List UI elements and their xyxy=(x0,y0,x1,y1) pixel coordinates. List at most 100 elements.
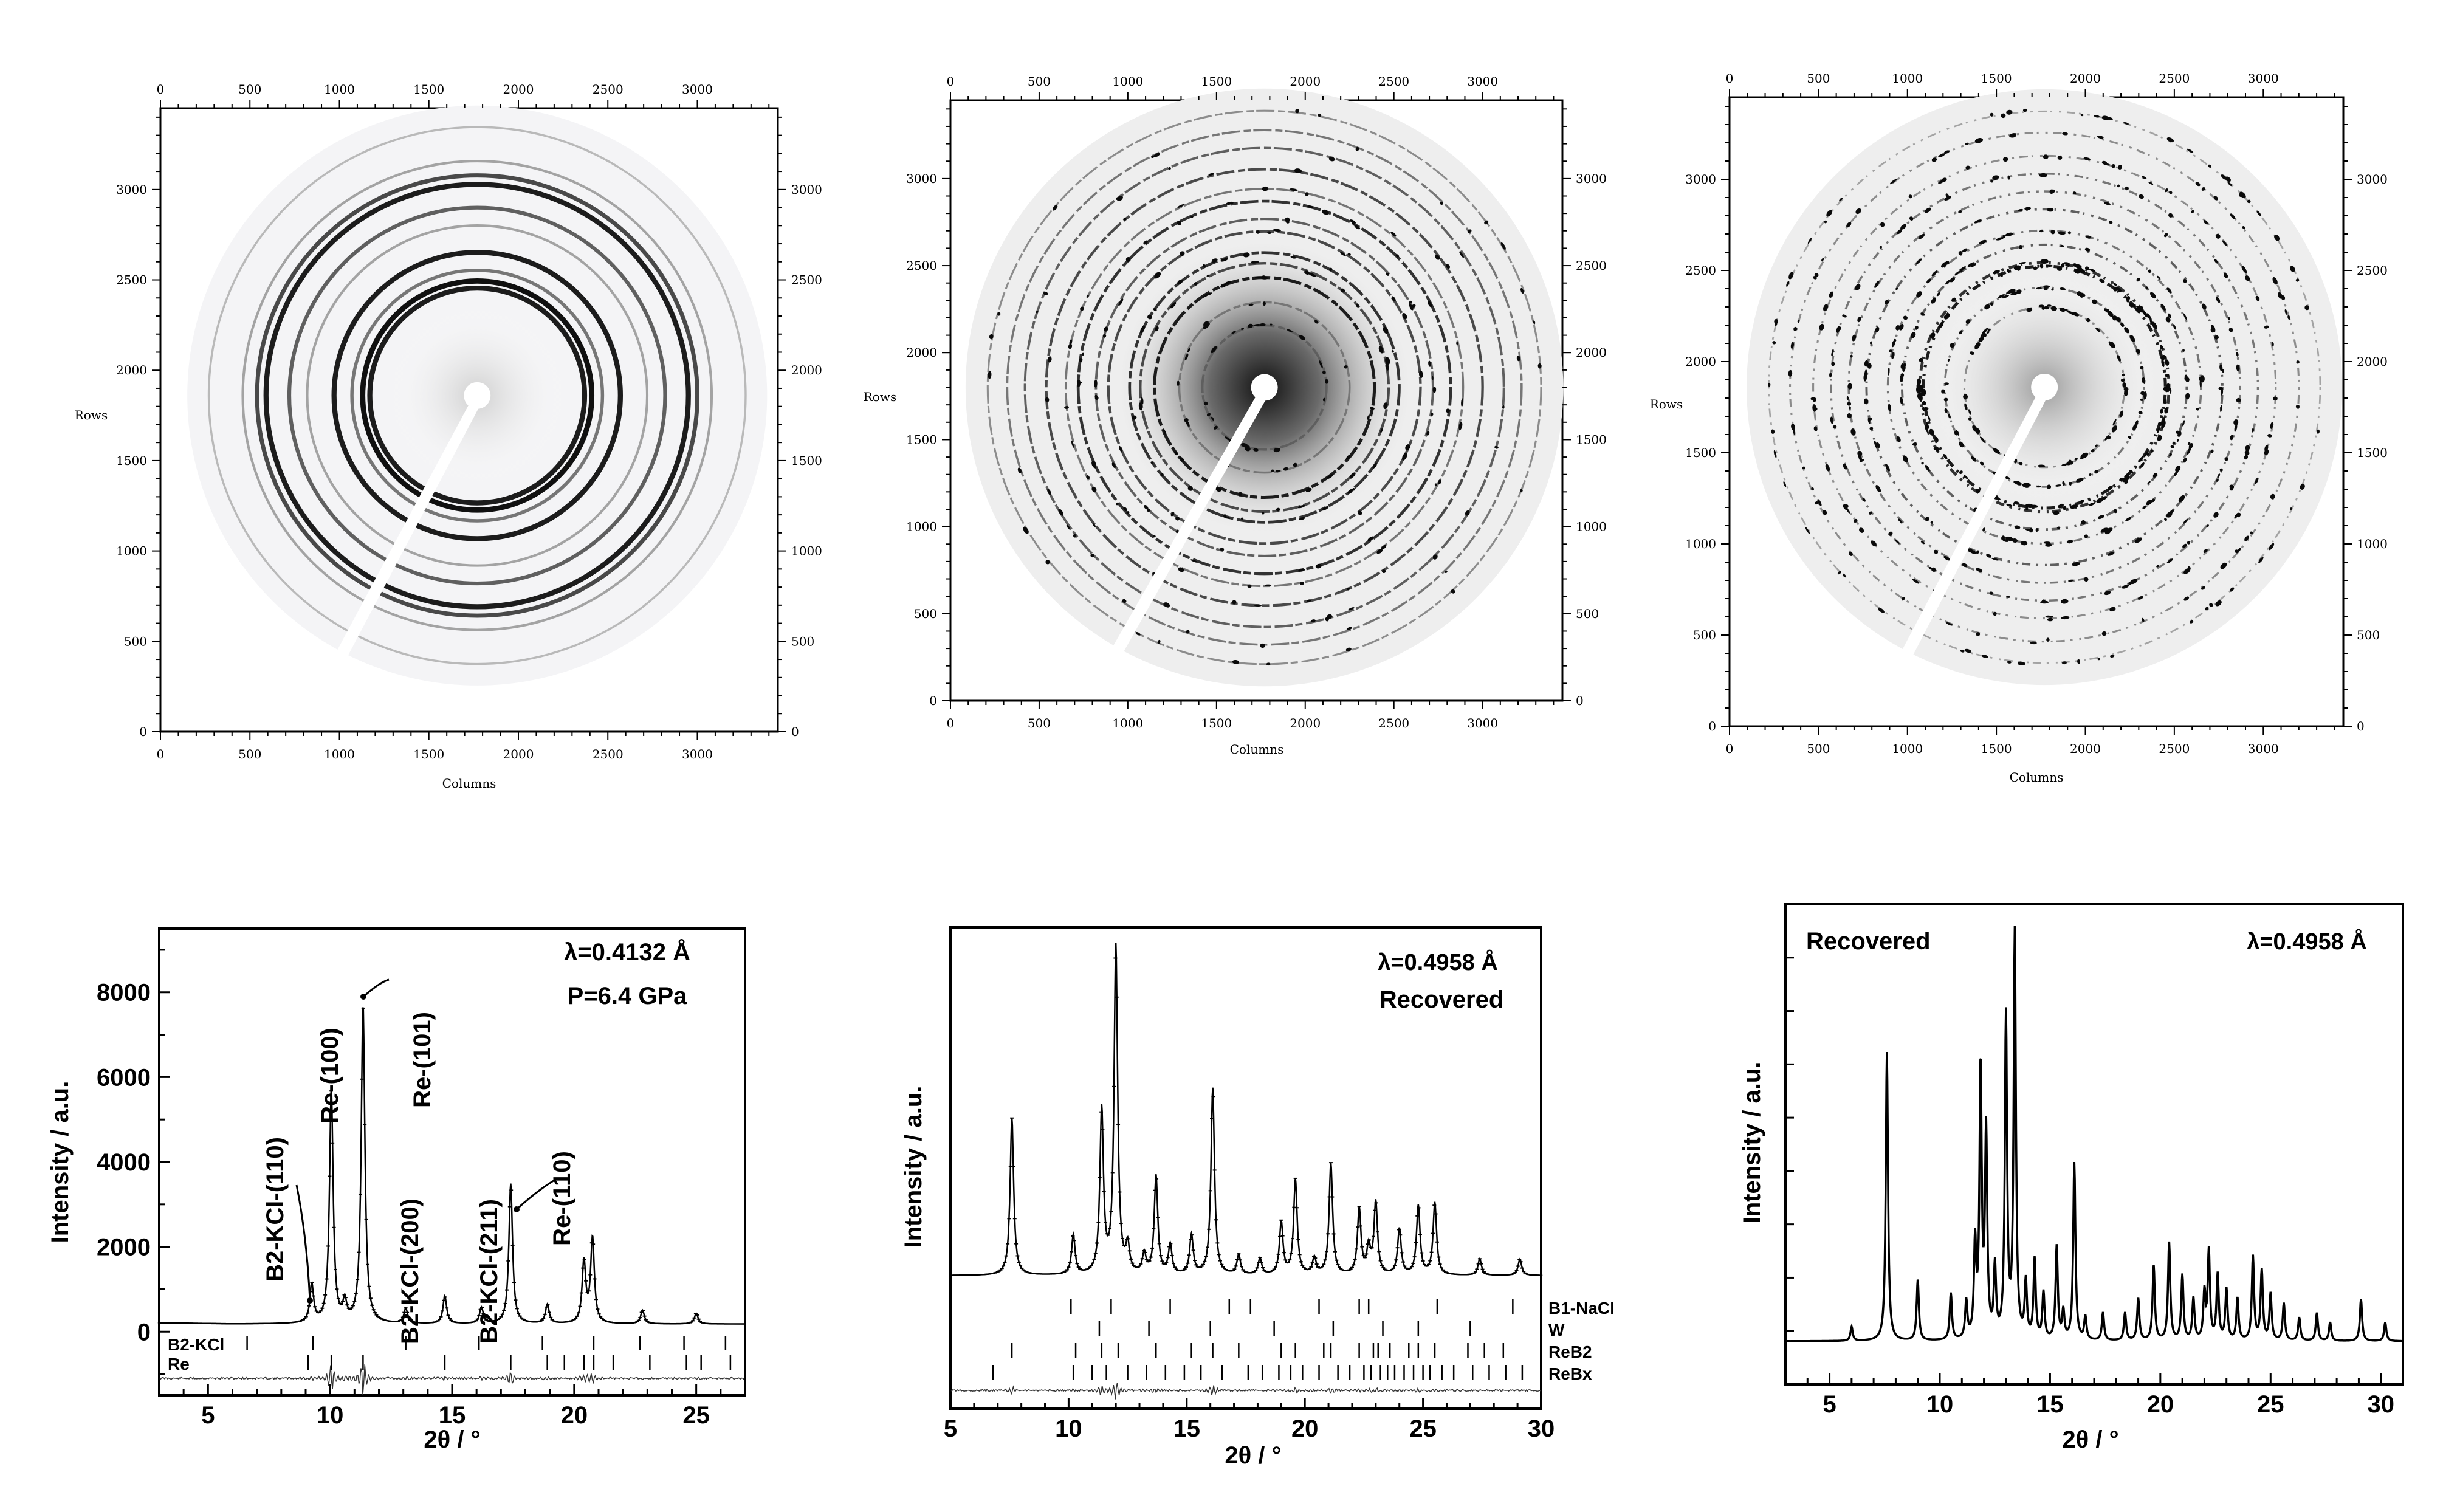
diffraction-spot xyxy=(1391,350,1394,353)
diffraction-spot xyxy=(2278,292,2283,299)
diffraction-spot xyxy=(1869,341,1872,345)
diffraction-spot xyxy=(2165,359,2170,366)
diffraction-spot xyxy=(1925,465,1930,472)
y-tick-label: 1000 xyxy=(1685,537,1716,551)
diffraction-spot xyxy=(2157,427,2160,433)
diffraction-spot xyxy=(2176,439,2179,442)
diffraction-spot xyxy=(2199,376,2204,382)
diffraction-spot xyxy=(1220,548,1225,551)
x-axis-ticks: 5 10 15 20 25 30 xyxy=(944,1398,1555,1442)
diffraction-spot xyxy=(1307,205,1314,208)
x-tick-label: 3000 xyxy=(1467,74,1498,89)
diffraction-spot xyxy=(1985,554,1991,558)
diffraction-spot xyxy=(2287,315,2290,320)
diffraction-spot xyxy=(1986,331,1990,334)
diffraction-spot xyxy=(1327,474,1333,479)
diffraction-spot xyxy=(1959,268,1963,272)
y-tick-label: 3000 xyxy=(2357,172,2388,187)
diffraction-spot xyxy=(2111,425,2117,433)
diffraction-spot xyxy=(2117,355,2121,362)
diffraction-spot xyxy=(1346,627,1352,630)
diffraction-spot xyxy=(1346,587,1350,591)
diffraction-spot xyxy=(988,370,992,379)
diffraction-spot xyxy=(2107,552,2115,556)
y-tick-label: 500 xyxy=(914,607,937,621)
diffraction-spot xyxy=(1847,383,1852,390)
calculated-profile xyxy=(1785,926,2403,1342)
wavelength-annotation: λ=0.4958 Å xyxy=(2247,928,2367,955)
diffraction-spot xyxy=(1385,357,1390,365)
phase-label: ReBx xyxy=(1548,1364,1592,1383)
diffraction-spot xyxy=(1831,362,1835,366)
diffraction-spot xyxy=(2166,137,2174,143)
diffraction-spot xyxy=(2168,213,2173,218)
diffraction-spot xyxy=(1925,425,1929,433)
diffraction-spot xyxy=(1919,393,1923,402)
diffraction-spot xyxy=(2160,408,2163,414)
beam-stop-shadow xyxy=(308,397,483,707)
diffraction-spot xyxy=(1989,591,1994,595)
diffraction-spot xyxy=(1793,326,1798,331)
diffraction-spot xyxy=(2245,275,2250,281)
diffraction-spot xyxy=(1261,277,1268,280)
diffraction-spot xyxy=(2129,470,2134,474)
y-ticks-right: 0 500 1000 1500 2000 2500 3000 xyxy=(1562,108,1607,708)
diffraction-spot xyxy=(2057,156,2063,160)
diffraction-spot xyxy=(2151,321,2157,329)
diffraction-spot xyxy=(2014,525,2021,529)
diffraction-spot xyxy=(2025,503,2034,509)
diffraction-spot xyxy=(2241,266,2247,273)
diffraction-spot xyxy=(1846,222,1852,228)
diffraction-spot xyxy=(2236,397,2241,403)
peak-arrow-head xyxy=(360,994,366,1000)
diffraction-spot xyxy=(1405,444,1410,451)
diffraction-spot xyxy=(2126,297,2131,301)
diffraction-spot xyxy=(1354,225,1361,230)
x-tick-label: 10 xyxy=(1926,1391,1954,1418)
diffraction-spot xyxy=(1382,569,1386,574)
x-tick-label: 2500 xyxy=(593,82,624,97)
diffraction-spot xyxy=(1177,380,1180,387)
diffraction-spot xyxy=(1931,270,1938,277)
diffraction-spot xyxy=(2222,240,2227,246)
diffraction-spot xyxy=(2091,448,2095,453)
y-axis-label: Rows xyxy=(75,408,108,422)
diffraction-spot xyxy=(1372,462,1377,469)
diffraction-spot xyxy=(1826,210,1833,217)
diffraction-spot xyxy=(2141,617,2145,622)
y-tick-label: 3000 xyxy=(906,171,937,186)
diffraction-spot xyxy=(1974,342,1981,349)
wavelength-annotation: λ=0.4132 Å xyxy=(564,938,690,966)
diffraction-spot xyxy=(1445,570,1448,574)
diffraction-spot xyxy=(1995,270,1999,274)
diffraction-spot xyxy=(1821,258,1824,262)
diffraction-spot xyxy=(2117,184,2120,188)
diffraction-spot xyxy=(1898,518,1902,522)
diffraction-spot xyxy=(2074,458,2078,461)
y-tick-label: 1000 xyxy=(791,544,822,558)
diffraction-spot xyxy=(2050,306,2058,311)
diffraction-spot xyxy=(1964,475,1968,479)
y-axis-ticks: 0 2000 4000 6000 8000 xyxy=(97,949,170,1375)
diffraction-spot xyxy=(1157,639,1161,644)
y-tick-label: 2500 xyxy=(116,273,147,287)
diffraction-spot xyxy=(1297,504,1305,509)
x-ticks-top: 0 500 1000 1500 2000 2500 3000 xyxy=(947,74,1555,100)
x-axis-label: 2θ / ° xyxy=(2062,1426,2118,1453)
diffraction-ring xyxy=(1768,110,2321,664)
diffraction-spot xyxy=(1206,413,1211,416)
y-tick-label: 2000 xyxy=(2357,354,2388,369)
diffraction-spot xyxy=(2061,263,2065,268)
diffraction-spot xyxy=(1974,219,1982,224)
diffraction-spot xyxy=(1180,251,1185,256)
diffraction-spot xyxy=(2018,262,2026,264)
diffraction-spot xyxy=(1850,428,1856,436)
diffraction-spot xyxy=(1428,300,1432,308)
diffraction-spot xyxy=(1855,208,1861,215)
diffraction-spot xyxy=(1869,511,1873,515)
diffraction-spot xyxy=(2115,286,2122,292)
x-tick-label: 20 xyxy=(1291,1415,1319,1442)
diffraction-spot xyxy=(2097,658,2100,661)
diffraction-spot xyxy=(1383,326,1389,334)
diffraction-spot xyxy=(2077,659,2080,664)
